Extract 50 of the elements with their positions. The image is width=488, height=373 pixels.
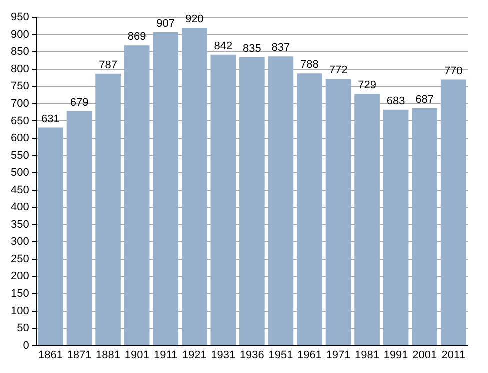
y-tick-label: 100 — [10, 305, 30, 318]
x-tick-label: 1921 — [182, 349, 207, 362]
x-tick-label: 1901 — [124, 349, 150, 362]
y-tick-label: 550 — [10, 150, 30, 162]
data-label: 920 — [185, 13, 204, 26]
y-tick-label: 800 — [10, 63, 30, 76]
x-tick-label: 1951 — [268, 349, 294, 362]
data-label: 729 — [358, 79, 376, 92]
y-tick-label: 950 — [10, 12, 30, 24]
data-label: 679 — [70, 96, 89, 109]
data-label: 842 — [214, 40, 233, 52]
data-label: 631 — [42, 113, 60, 126]
y-tick-label: 650 — [10, 115, 30, 128]
y-tick-label: 200 — [10, 270, 30, 283]
x-tick-label: 1961 — [297, 349, 322, 362]
x-tick-label: 1936 — [240, 349, 264, 362]
y-tick-label: 450 — [10, 184, 30, 196]
y-tick-label: 50 — [17, 322, 30, 335]
data-label: 837 — [272, 42, 290, 54]
y-tick-label: 300 — [10, 236, 30, 248]
y-tick-label: 150 — [10, 288, 30, 300]
x-tick-label: 1981 — [355, 349, 380, 362]
x-tick-label: 1931 — [211, 349, 236, 362]
data-label: 770 — [444, 65, 463, 78]
data-label: 687 — [416, 94, 434, 106]
y-tick-label: 250 — [10, 253, 30, 266]
data-label: 683 — [386, 95, 406, 108]
x-tick-label: 1991 — [384, 349, 408, 362]
y-tick-label: 600 — [10, 132, 30, 145]
y-tick-label: 900 — [10, 28, 30, 41]
x-tick-label: 1881 — [96, 349, 121, 362]
data-label: 772 — [329, 64, 348, 77]
data-label: 788 — [300, 59, 319, 72]
data-label: 835 — [242, 42, 262, 55]
y-tick-label: 750 — [10, 80, 30, 93]
data-label: 787 — [99, 59, 118, 72]
y-tick-label: 850 — [10, 46, 30, 58]
data-label: 907 — [156, 18, 176, 30]
x-tick-label: 1871 — [67, 349, 92, 362]
y-tick-label: 350 — [10, 218, 30, 231]
data-label: 869 — [128, 31, 146, 44]
y-tick-label: 0 — [23, 340, 30, 352]
x-tick-label: 1971 — [326, 349, 351, 362]
x-tick-label: 2001 — [412, 349, 438, 362]
y-tick-label: 700 — [10, 98, 30, 110]
y-tick-label: 400 — [10, 202, 30, 214]
x-tick-label: 2011 — [442, 349, 466, 362]
y-tick-label: 500 — [10, 167, 30, 180]
x-tick-label: 1861 — [38, 349, 63, 362]
x-tick-label: 1911 — [154, 349, 178, 362]
